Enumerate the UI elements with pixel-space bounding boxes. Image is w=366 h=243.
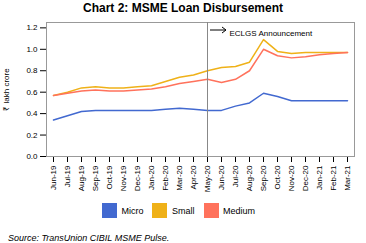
svg-text:Mar-20: Mar-20	[175, 165, 184, 191]
svg-text:Jan-20: Jan-20	[147, 165, 156, 190]
html-text:Medium: Medium	[223, 205, 255, 216]
html-text:Small: Small	[172, 205, 195, 216]
svg-text:Aug-20: Aug-20	[245, 165, 254, 191]
svg-text:Jun-20: Jun-20	[217, 165, 226, 190]
svg-text:0.4: 0.4	[26, 109, 38, 118]
svg-text:Aug-19: Aug-19	[77, 165, 86, 191]
svg-text:ECLGS Announcement: ECLGS Announcement	[230, 29, 313, 38]
svg-text:0.2: 0.2	[26, 131, 38, 140]
svg-text:Jul-20: Jul-20	[231, 165, 240, 187]
svg-text:0.6: 0.6	[26, 88, 38, 97]
svg-text:1.0: 1.0	[26, 45, 38, 54]
svg-text:Dec-20: Dec-20	[301, 165, 310, 191]
html-text:Chart 2: MSME Loan Disbursemen: Chart 2: MSME Loan Disbursement	[83, 1, 283, 15]
svg-text:May-20: May-20	[203, 165, 212, 192]
svg-text:Nov-20: Nov-20	[287, 165, 296, 191]
svg-text:1.2: 1.2	[26, 23, 38, 32]
svg-text:₹ lakh crore: ₹ lakh crore	[2, 68, 11, 111]
html-text:Source: TransUnion CIBIL MSME: Source: TransUnion CIBIL MSME Pulse.	[8, 232, 170, 243]
svg-text:0.0: 0.0	[26, 152, 38, 161]
svg-text:Oct-19: Oct-19	[105, 165, 114, 190]
svg-text:Sep-20: Sep-20	[259, 165, 268, 191]
svg-text:Mar-21: Mar-21	[343, 165, 352, 191]
svg-text:0.8: 0.8	[26, 66, 38, 75]
svg-text:Feb-20: Feb-20	[161, 165, 170, 191]
svg-text:Nov-19: Nov-19	[119, 165, 128, 191]
svg-text:Jul-19: Jul-19	[63, 165, 72, 187]
svg-text:Oct-20: Oct-20	[273, 165, 282, 190]
svg-text:Apr-20: Apr-20	[189, 165, 198, 190]
svg-text:Sep-19: Sep-19	[91, 165, 100, 191]
svg-text:Dec-19: Dec-19	[133, 165, 142, 191]
svg-text:Feb-21: Feb-21	[329, 165, 338, 191]
svg-text:Jan-21: Jan-21	[315, 165, 324, 190]
html-text:Micro: Micro	[121, 205, 144, 216]
svg-text:Jun-19: Jun-19	[49, 165, 58, 190]
